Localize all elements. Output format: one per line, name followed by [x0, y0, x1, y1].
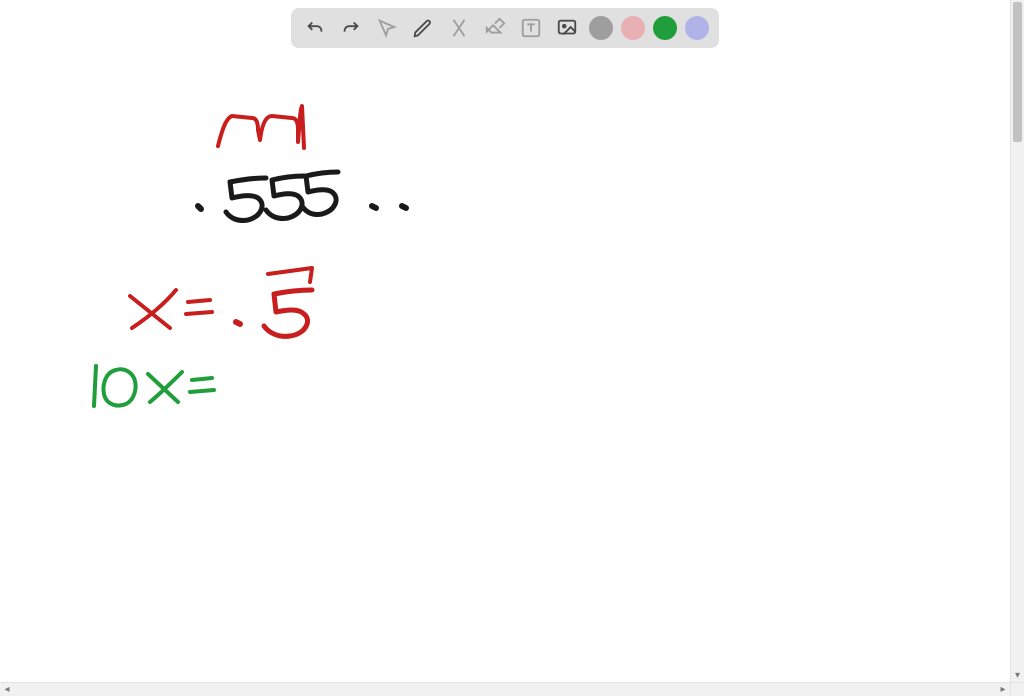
tools-button[interactable]: [445, 14, 473, 42]
text-icon: [520, 17, 542, 39]
stroke-one-green: [94, 366, 96, 406]
stroke-x-red: [130, 290, 176, 328]
undo-button[interactable]: [301, 14, 329, 42]
draw-icon: [412, 17, 434, 39]
stroke-five-red: [264, 290, 312, 336]
stroke-bar-red: [268, 268, 312, 282]
tools-icon: [448, 17, 470, 39]
drawing-canvas[interactable]: [0, 0, 1010, 682]
scroll-right-arrow[interactable]: ▸: [996, 683, 1010, 696]
redo-button[interactable]: [337, 14, 365, 42]
stroke-eq-red: [186, 300, 212, 314]
stroke-five-c: [302, 172, 338, 215]
text-button[interactable]: [517, 14, 545, 42]
color-swatch-lilac[interactable]: [685, 16, 709, 40]
stroke-dot-red: [236, 322, 240, 324]
undo-icon: [304, 17, 326, 39]
stroke-five-a: [226, 178, 266, 221]
color-swatch-pink[interactable]: [621, 16, 645, 40]
stroke-five-b: [266, 176, 304, 219]
stroke-brace-red: [218, 106, 304, 148]
image-icon: [556, 17, 578, 39]
select-button[interactable]: [373, 14, 401, 42]
stroke-zero-green: [104, 369, 136, 405]
scrollbar-corner: [1010, 682, 1024, 696]
horizontal-scrollbar[interactable]: ◂ ▸: [0, 682, 1010, 696]
select-icon: [376, 17, 398, 39]
scroll-left-arrow[interactable]: ◂: [0, 683, 14, 696]
stroke-eq-green: [190, 378, 214, 392]
vertical-scrollbar[interactable]: ▾: [1010, 0, 1024, 682]
draw-button[interactable]: [409, 14, 437, 42]
image-button[interactable]: [553, 14, 581, 42]
vertical-scroll-thumb[interactable]: [1013, 2, 1022, 142]
color-swatch-green[interactable]: [653, 16, 677, 40]
stroke-dot-2: [372, 206, 376, 208]
erase-button[interactable]: [481, 14, 509, 42]
scroll-down-arrow[interactable]: ▾: [1011, 668, 1024, 682]
toolbar: [291, 8, 719, 48]
color-swatch-gray[interactable]: [589, 16, 613, 40]
redo-icon: [340, 17, 362, 39]
stroke-x-green: [148, 372, 182, 402]
stroke-dot-1: [198, 206, 201, 209]
stroke-dot-3: [402, 206, 406, 208]
whiteboard-viewport: [0, 0, 1010, 682]
erase-icon: [484, 17, 506, 39]
